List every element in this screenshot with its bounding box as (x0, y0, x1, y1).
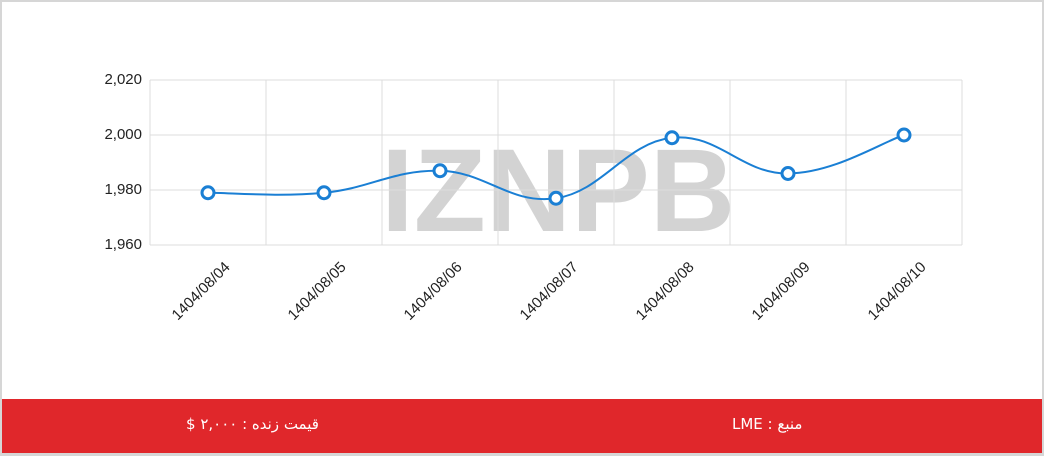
x-tick-label: 1404/08/10 (865, 259, 930, 324)
point (200, 185, 216, 201)
x-tick-label: 1404/08/04 (169, 259, 234, 324)
y-tick-label: 1,960 (104, 236, 142, 253)
x-tick-label: 1404/08/05 (285, 259, 350, 324)
x-tick-label: 1404/08/07 (517, 259, 582, 324)
x-tick-label: 1404/08/09 (749, 259, 814, 324)
point (896, 127, 912, 143)
x-tick-label: 1404/08/06 (401, 259, 466, 324)
source: منبع : LME (732, 415, 803, 433)
footer-bar: قیمت زنده : ۲,۰۰۰ $ منبع : LME (2, 399, 1042, 453)
y-tick-label: 2,000 (104, 126, 142, 143)
live-price: قیمت زنده : ۲,۰۰۰ $ (186, 415, 319, 433)
point (548, 190, 564, 206)
point (316, 185, 332, 201)
point (780, 166, 796, 181)
x-tick-label: 1404/08/08 (633, 259, 698, 324)
y-tick-label: 2,020 (104, 71, 142, 88)
point (664, 130, 680, 146)
point (432, 163, 448, 179)
y-tick-label: 1,980 (104, 181, 142, 198)
